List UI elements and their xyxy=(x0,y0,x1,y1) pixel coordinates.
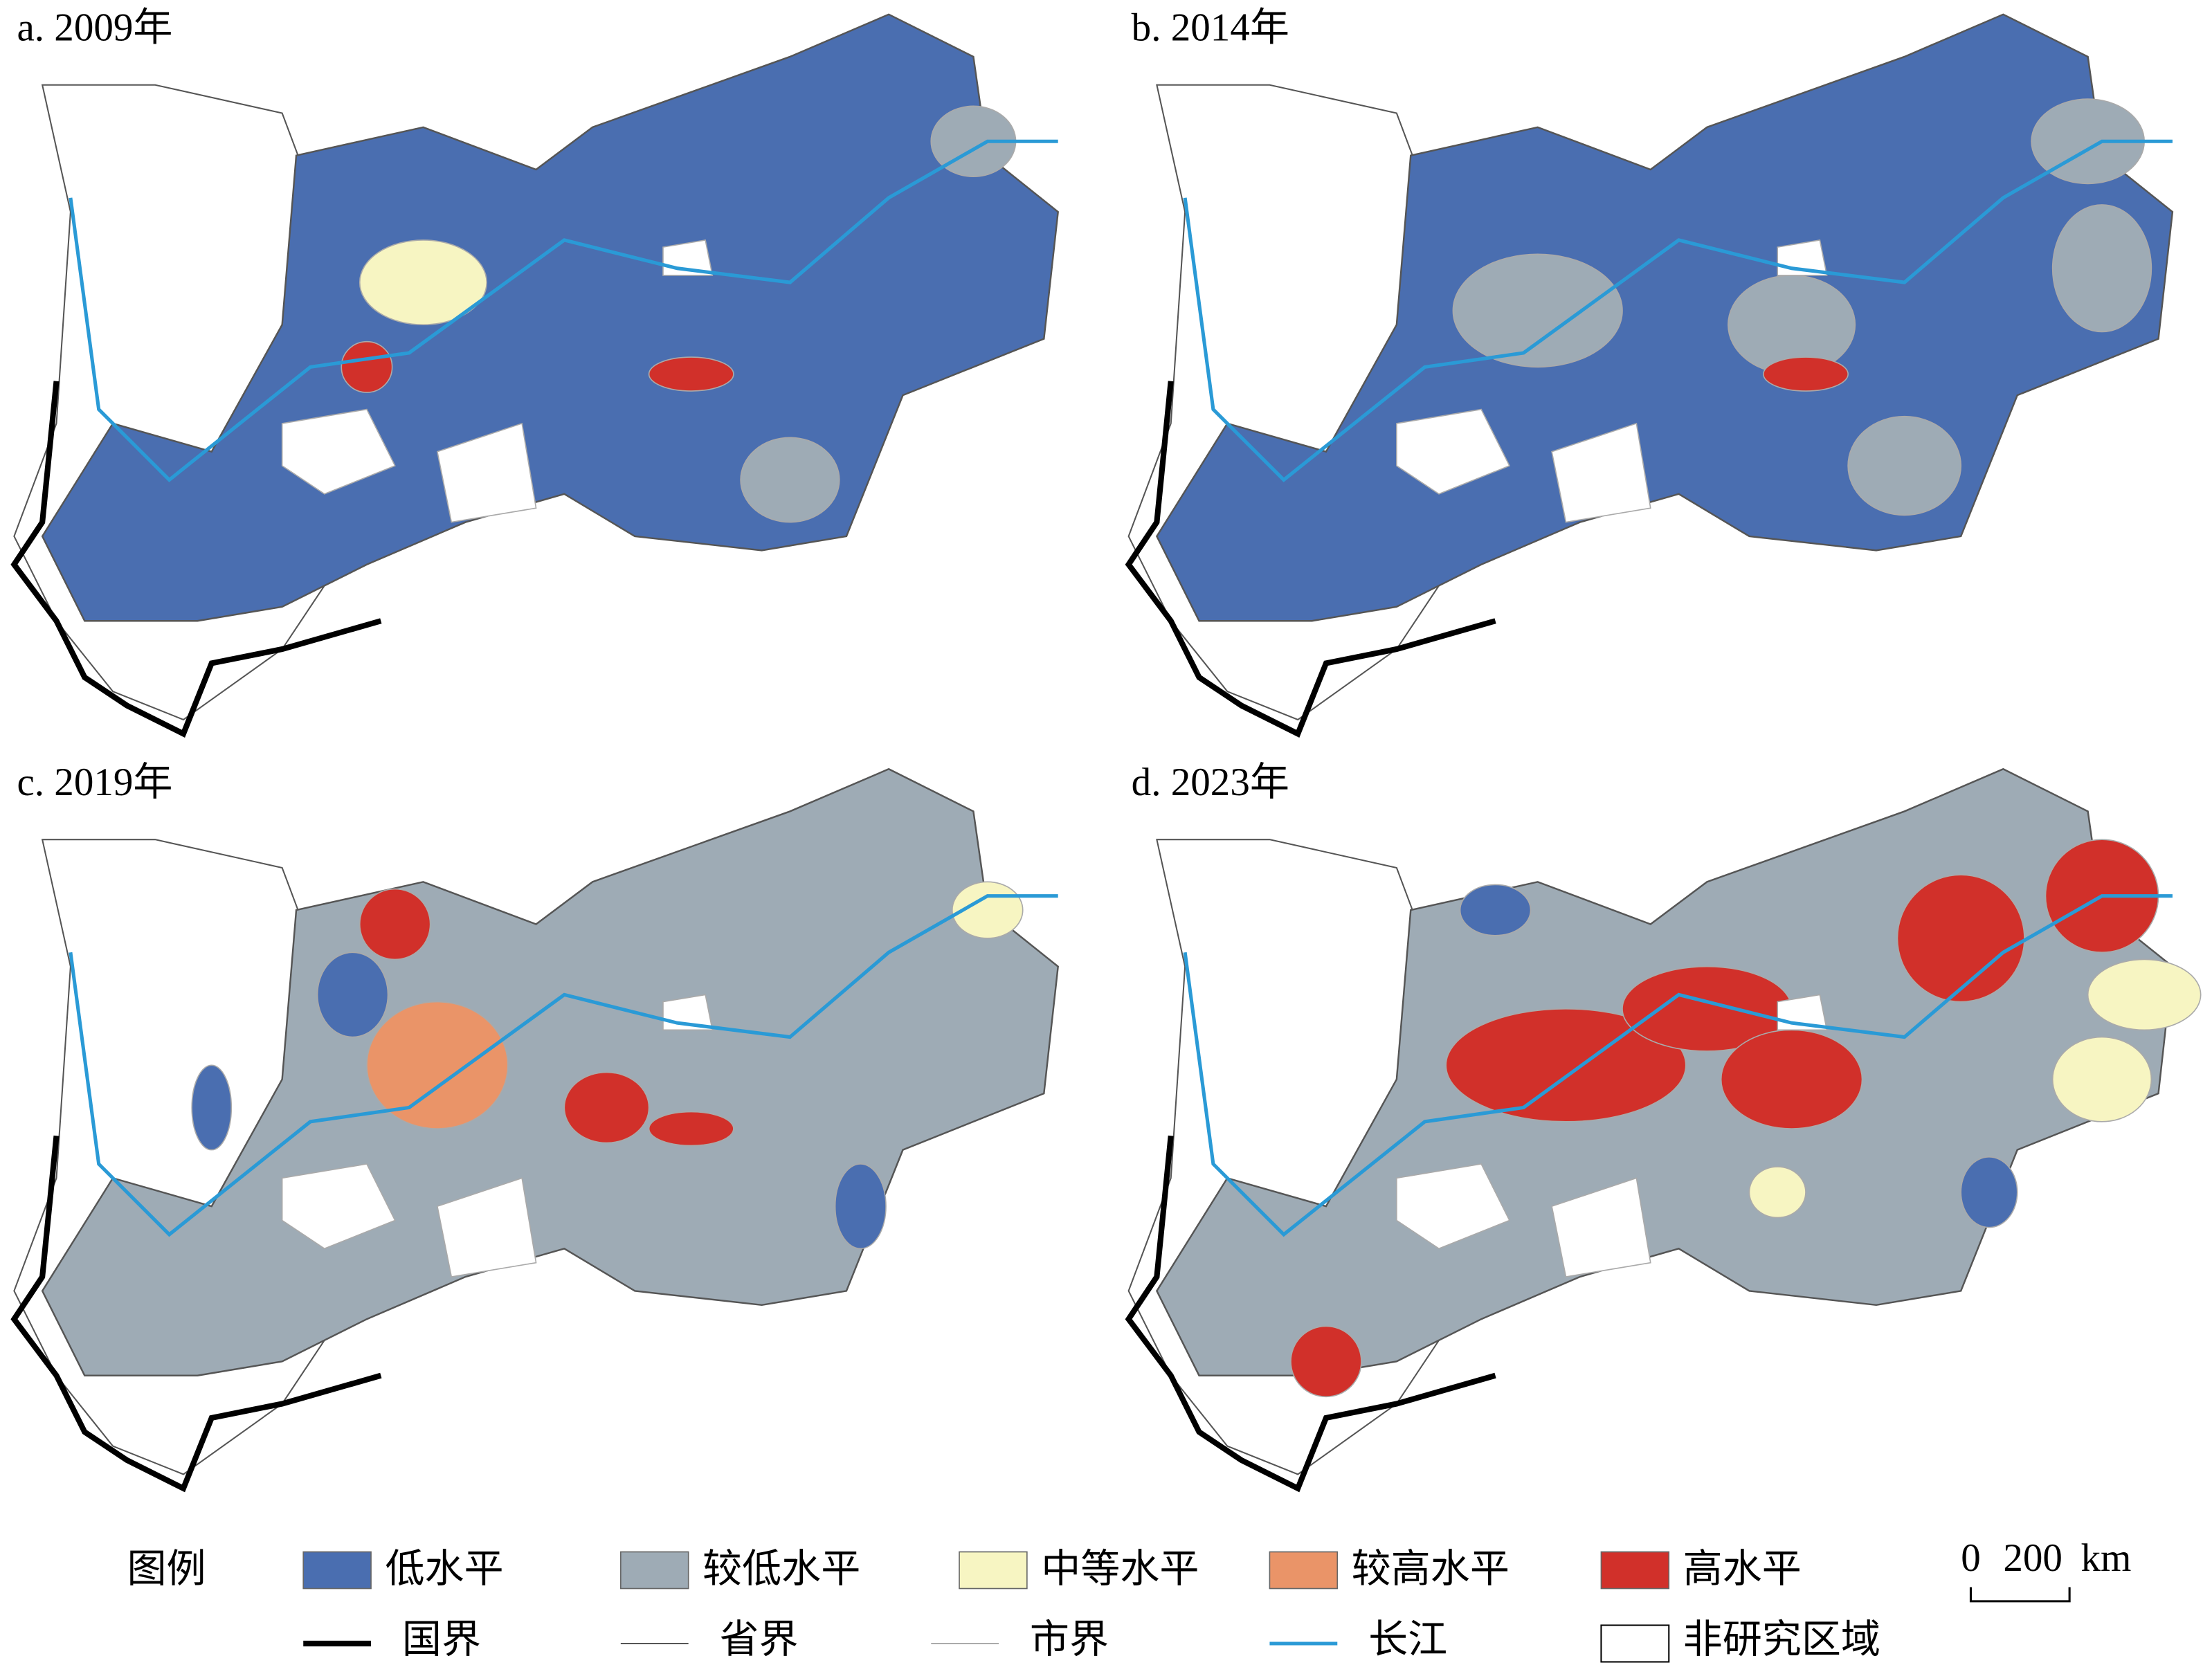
legend-swatch xyxy=(1269,1551,1339,1590)
region-cluster xyxy=(1763,356,1849,392)
legend-swatch xyxy=(1600,1624,1670,1663)
region-cluster xyxy=(740,437,840,523)
region-cluster xyxy=(359,888,431,961)
legend-label: 国界 xyxy=(402,1618,481,1662)
legend-swatch xyxy=(620,1551,689,1590)
region-cluster xyxy=(2051,204,2152,333)
region-cluster xyxy=(366,1001,509,1129)
non-study-hole xyxy=(436,1177,537,1277)
non-study-hole xyxy=(1551,1177,1651,1277)
map-panel: b. 2014年 xyxy=(1125,6,2174,738)
non-study-hole xyxy=(281,1163,396,1250)
map-panel: a. 2009年 xyxy=(10,6,1059,738)
legend-label: 省界 xyxy=(720,1618,799,1662)
legend-label: 低水平 xyxy=(385,1547,503,1591)
panel-title: a. 2009年 xyxy=(17,6,172,49)
legend-label: 较低水平 xyxy=(702,1547,860,1591)
region-cluster xyxy=(316,952,389,1038)
river xyxy=(69,139,1058,482)
region-cluster xyxy=(1459,884,1532,936)
region-cluster xyxy=(341,340,393,393)
panel-title: b. 2014年 xyxy=(1132,6,1289,49)
legend-label: 非研究区域 xyxy=(1683,1618,1880,1662)
panel-title: d. 2023年 xyxy=(1132,761,1289,804)
legend-swatch xyxy=(959,1551,1028,1590)
non-study-hole xyxy=(1396,408,1511,495)
legend-label: 市界 xyxy=(1030,1618,1109,1662)
region-cluster xyxy=(1452,253,1623,368)
river xyxy=(69,894,1058,1237)
legend-label: 高水平 xyxy=(1683,1547,1802,1591)
scale-label: 0 xyxy=(1961,1536,1981,1580)
legend-label: 较高水平 xyxy=(1352,1547,1510,1591)
region-cluster xyxy=(2051,1036,2152,1122)
national-border xyxy=(1125,381,1496,738)
map-panel: c. 2019年 xyxy=(10,761,1059,1493)
legend-title: 图例 xyxy=(127,1547,206,1591)
region-cluster xyxy=(1847,415,1962,516)
region-cluster xyxy=(1960,1156,2018,1228)
region-cluster xyxy=(1748,1166,1806,1219)
region-cluster xyxy=(648,356,734,392)
national-border xyxy=(1125,1135,1496,1493)
national-border xyxy=(10,1135,382,1493)
scale-label: km xyxy=(2080,1536,2131,1580)
region-cluster xyxy=(1290,1325,1362,1398)
region-cluster xyxy=(563,1071,650,1144)
region-cluster xyxy=(1445,1008,1687,1122)
legend-label: 长江 xyxy=(1368,1618,1447,1662)
region-cluster xyxy=(834,1163,887,1250)
non-study-hole xyxy=(1396,1163,1511,1250)
scale-bar xyxy=(1969,1587,2071,1603)
region-cluster xyxy=(648,1111,734,1147)
river xyxy=(1183,894,2173,1237)
region-cluster xyxy=(191,1064,233,1151)
region-cluster xyxy=(1896,874,2025,1003)
region-cluster xyxy=(2087,958,2202,1031)
region-cluster xyxy=(359,239,488,326)
map-panel: d. 2023年 xyxy=(1125,761,2202,1493)
non-study-hole xyxy=(436,422,537,523)
national-border xyxy=(10,381,382,738)
legend-label: 中等水平 xyxy=(1041,1547,1199,1591)
river xyxy=(1183,139,2173,482)
legend-swatch xyxy=(1600,1551,1670,1590)
scale-label: 200 xyxy=(2003,1536,2063,1580)
region-cluster xyxy=(1720,1029,1863,1129)
legend-swatch xyxy=(302,1551,372,1590)
non-study-hole xyxy=(281,408,396,495)
non-study-hole xyxy=(1551,422,1651,523)
panel-title: c. 2019年 xyxy=(17,761,172,804)
